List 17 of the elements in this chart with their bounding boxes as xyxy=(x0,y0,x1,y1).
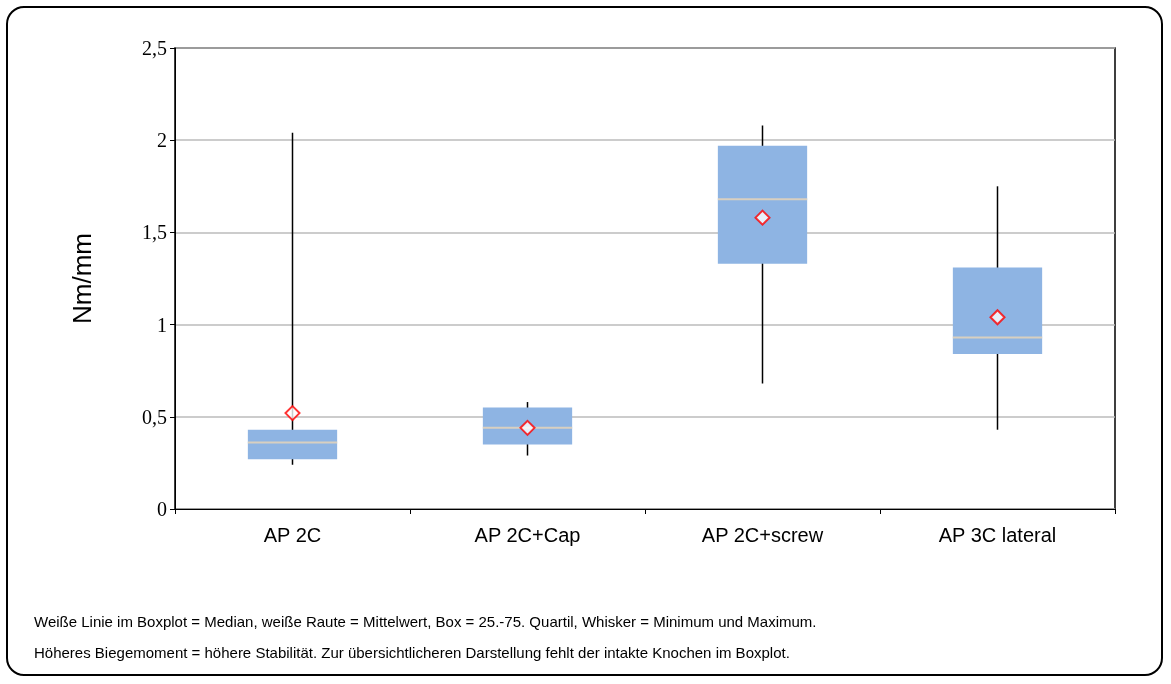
text: Weiße Linie im Boxplot = Median, weiße Raute = Mittelwert, Box = 25.-75. Quartil, Whisker = Minimum und Maximum. xyxy=(34,612,817,632)
point xyxy=(284,405,301,422)
y-tick-label: 1 xyxy=(157,313,167,336)
text: Höheres Biegemoment = höhere Stabilität. Zur übersichtlicheren Darstellung fehlt der intakte Knochen im Boxplot. xyxy=(34,643,791,663)
point xyxy=(989,309,1006,326)
y-tick-label: 0 xyxy=(157,498,167,520)
y-tick-label: 2 xyxy=(157,129,167,152)
x-tick-label: AP 2C+screw xyxy=(701,524,824,546)
y-tick-label: 1,5 xyxy=(142,221,167,244)
x-tick-label: AP 3C lateral xyxy=(938,524,1057,546)
y-axis-title: Nm/mm xyxy=(67,233,97,324)
x-tick-label: AP 2C+Cap xyxy=(474,524,581,546)
y-tick-label: 0,5 xyxy=(142,405,167,428)
y-tick-label: 2,5 xyxy=(142,37,167,59)
x-tick-label: AP 2C xyxy=(263,524,322,546)
point xyxy=(754,209,771,226)
point xyxy=(519,419,536,436)
